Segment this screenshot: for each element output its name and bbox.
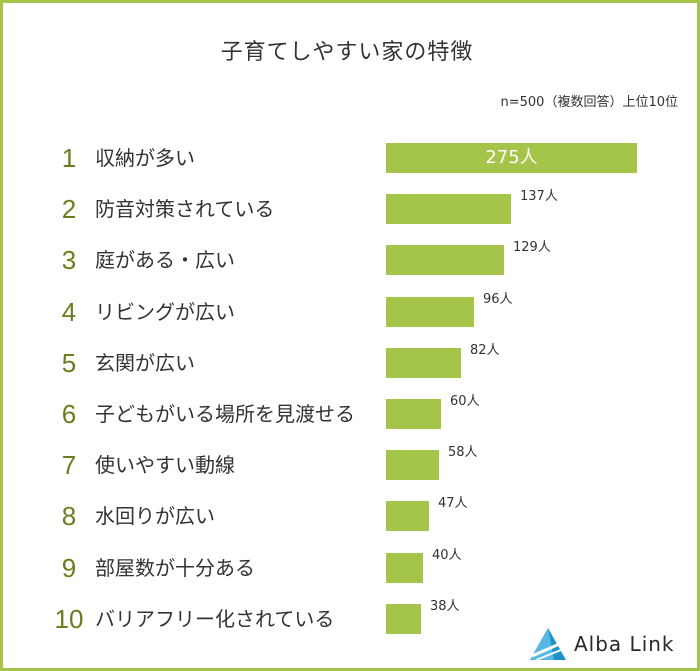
value-label: 40人 (432, 548, 462, 563)
category-label: バリアフリー化されている (95, 607, 335, 631)
bar-2 (386, 194, 511, 224)
category-label: 部屋数が十分ある (95, 556, 255, 580)
bar-3 (386, 245, 504, 275)
value-label: 275人 (485, 147, 538, 168)
alba-link-logo: Alba Link (528, 626, 693, 662)
logo-text: Alba Link (574, 632, 675, 656)
value-label: 60人 (450, 394, 480, 409)
rank-number: 2 (61, 194, 77, 224)
bar-7 (386, 450, 439, 480)
value-label: 137人 (520, 189, 558, 204)
value-label: 58人 (448, 445, 478, 460)
sample-note: n=500（複数回答）上位10位 (500, 95, 679, 110)
bar-6 (386, 399, 441, 429)
bar-5 (386, 348, 461, 378)
bar-1 (386, 143, 637, 173)
value-label: 47人 (438, 496, 468, 511)
bar-10 (386, 604, 421, 634)
category-label: 防音対策されている (95, 197, 275, 221)
rank-number: 4 (61, 297, 77, 327)
category-label: 子どもがいる場所を見渡せる (95, 402, 355, 426)
rank-number: 1 (61, 143, 77, 173)
rank-number: 9 (61, 553, 77, 583)
category-label: 玄関が広い (95, 351, 195, 375)
category-label: リビングが広い (95, 300, 235, 324)
rank-number: 7 (61, 450, 77, 480)
bar-8 (386, 501, 429, 531)
category-label: 使いやすい動線 (95, 453, 235, 477)
chart-title: 子育てしやすい家の特徴 (220, 40, 474, 65)
bar-4 (386, 297, 474, 327)
value-label: 129人 (513, 240, 551, 255)
value-label: 82人 (470, 343, 500, 358)
rank-number: 6 (61, 399, 77, 429)
logo-mark-icon (530, 628, 567, 661)
category-label: 庭がある・広い (95, 248, 235, 272)
rank-number: 3 (61, 245, 77, 275)
rank-number: 5 (61, 348, 77, 378)
rank-number: 8 (61, 501, 77, 531)
category-label: 水回りが広い (95, 504, 215, 528)
value-label: 96人 (483, 292, 513, 307)
value-label: 38人 (430, 599, 460, 614)
rank-number: 10 (54, 604, 84, 634)
category-label: 収納が多い (95, 146, 195, 170)
bar-9 (386, 553, 423, 583)
